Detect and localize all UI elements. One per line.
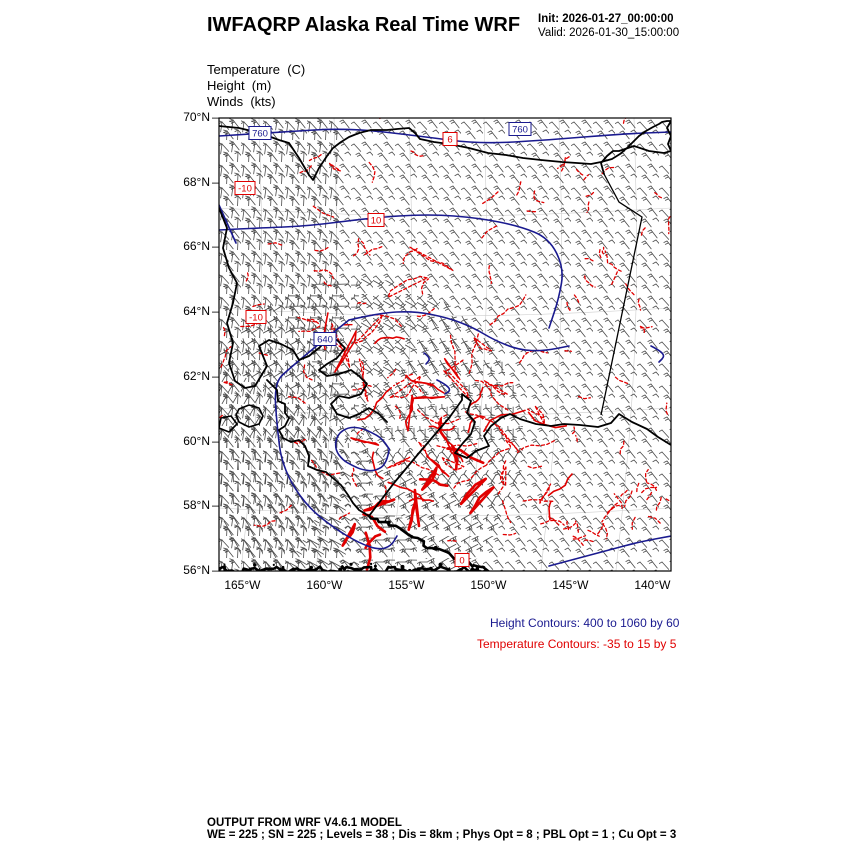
svg-text:10: 10: [371, 216, 382, 227]
svg-text:-10: -10: [249, 313, 263, 324]
svg-text:6: 6: [447, 135, 452, 146]
svg-text:0: 0: [459, 556, 464, 567]
svg-text:640: 640: [317, 335, 333, 346]
svg-text:-10: -10: [238, 184, 252, 195]
svg-text:760: 760: [512, 125, 528, 136]
svg-text:760: 760: [252, 129, 268, 140]
